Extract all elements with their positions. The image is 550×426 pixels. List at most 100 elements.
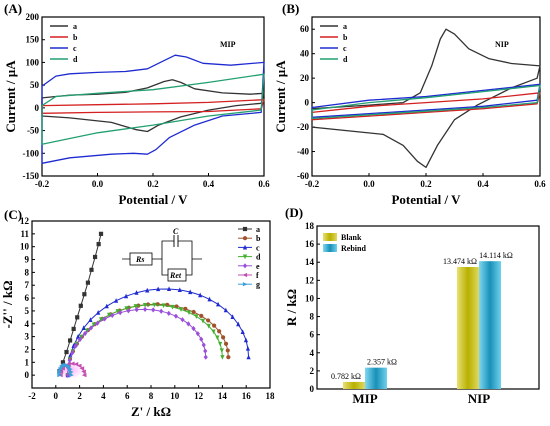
- capacitor-label: C: [173, 227, 179, 236]
- data-point-d: [218, 341, 223, 347]
- y-axis-title: Current / µA: [3, 60, 18, 133]
- circuit-wires: [122, 240, 202, 276]
- data-point-a: [60, 360, 66, 365]
- data-point-b: [206, 318, 211, 323]
- cv-curve-c: [41, 54, 265, 164]
- panel-A: -0.2 0.0 0.2 0.4 0.6 -150 -100 -50 0 50 100 150 200 P…: [3, 1, 270, 207]
- cv-curve-a: [41, 79, 265, 133]
- y-tick-label: 1: [25, 357, 30, 367]
- legend-label-b: b: [73, 33, 78, 42]
- data-point-c: [216, 301, 221, 307]
- x-tick-label: 6: [125, 391, 130, 401]
- y-tick-label: -40: [297, 147, 309, 157]
- category-label: MIP: [352, 391, 377, 406]
- data-point-f: [79, 366, 85, 371]
- data-point-d: [115, 309, 120, 314]
- data-point-c: [246, 354, 251, 360]
- data-point-a: [98, 231, 104, 236]
- x-axis-title: Potential / V: [118, 192, 188, 207]
- data-point-e: [180, 317, 185, 323]
- y-tick-label: 50: [30, 80, 40, 90]
- x-tick-label: 10: [170, 391, 180, 401]
- data-point-b: [155, 302, 160, 307]
- y-tick-label: -150: [23, 171, 40, 181]
- legend-label-c: c: [256, 243, 260, 252]
- data-point-c: [188, 289, 193, 295]
- data-point-c: [104, 303, 109, 309]
- data-point-c: [134, 290, 139, 295]
- y-tick-label: 5: [25, 306, 30, 316]
- panel-D: 0 2 4 6 8 10 12 14 16 18 R / kΩ (D) MIP 0.782 kΩ 2.357…: [284, 205, 540, 406]
- data-point-d: [85, 328, 90, 334]
- x-tick-label: -2: [28, 391, 36, 401]
- eis-line-d: [67, 304, 223, 376]
- eis-line-c: [67, 288, 250, 376]
- cv-curve-d: [311, 84, 541, 120]
- data-point-e: [82, 330, 88, 337]
- cv-curve-d: [41, 73, 265, 145]
- data-point-f: [242, 272, 248, 278]
- data-point-c: [223, 307, 228, 313]
- y-tick-label: -60: [297, 171, 309, 181]
- y-tick-label: 0: [35, 103, 40, 113]
- annotation-label: MIP: [220, 40, 236, 49]
- y-tick-label: -100: [23, 148, 40, 158]
- data-point-b: [217, 329, 222, 334]
- y-tick-label: 10: [305, 293, 315, 303]
- plot-frame: [316, 225, 540, 390]
- data-point-e: [201, 342, 206, 348]
- y-tick-label: 6: [25, 293, 30, 303]
- legend-label-b: b: [256, 234, 261, 243]
- data-point-d: [194, 314, 199, 319]
- data-point-c: [177, 287, 182, 293]
- data-point-g: [57, 373, 62, 378]
- y-tick-label: 4: [310, 348, 315, 358]
- x-tick-label: 0.4: [203, 179, 215, 189]
- data-point-c: [240, 329, 245, 335]
- data-point-f: [81, 373, 87, 378]
- data-point-e: [134, 307, 139, 313]
- data-point-e: [88, 325, 94, 331]
- data-point-e: [199, 336, 204, 342]
- y-tick-label: 150: [26, 35, 40, 45]
- panel-label: (C): [4, 207, 22, 222]
- x-tick-label: 0.2: [420, 179, 432, 189]
- data-point-e: [151, 307, 156, 313]
- data-point-g: [58, 367, 64, 372]
- y-tick-label: 40: [300, 49, 310, 59]
- data-point-a: [82, 292, 87, 297]
- data-point-d: [170, 304, 175, 310]
- legend-label-rebind: Rebind: [341, 244, 366, 253]
- data-point-c: [81, 325, 86, 331]
- bar-value-label: 14.114 kΩ: [479, 251, 513, 260]
- y-tick-label: 18: [305, 221, 315, 231]
- legend-label-d: d: [73, 55, 78, 64]
- y-tick-label: 0: [305, 98, 310, 108]
- data-point-e: [73, 343, 78, 349]
- legend-label-a: a: [73, 22, 77, 31]
- data-point-e: [77, 336, 83, 343]
- data-point-d: [219, 348, 224, 354]
- data-point-c: [166, 286, 172, 292]
- y-tick-label: 9: [25, 255, 30, 265]
- y-tick-label: 2: [25, 344, 30, 354]
- data-point-b: [226, 355, 231, 360]
- y-tick-label: 12: [20, 216, 30, 226]
- panel-B: -0.2 0.0 0.2 0.4 0.6 -60 -40 -20 0 20 40 60 Potentia…: [273, 1, 546, 207]
- x-axis-title: Potential / V: [391, 192, 461, 207]
- data-point-a: [64, 349, 69, 355]
- x-tick-label: 4: [101, 391, 106, 401]
- data-point-e: [186, 321, 191, 327]
- legend-label-b: b: [343, 33, 348, 42]
- data-point-g: [69, 373, 74, 378]
- data-point-c: [230, 314, 235, 319]
- y-axis-title: R / kΩ: [284, 289, 299, 326]
- legend-label-g: g: [256, 280, 260, 289]
- rs-label: Rs: [135, 255, 144, 264]
- y-tick-label: 8: [310, 312, 315, 322]
- data-point-e: [195, 331, 200, 337]
- legend-label-a: a: [256, 225, 260, 234]
- data-point-a: [242, 226, 248, 232]
- panel-label: (A): [4, 1, 22, 16]
